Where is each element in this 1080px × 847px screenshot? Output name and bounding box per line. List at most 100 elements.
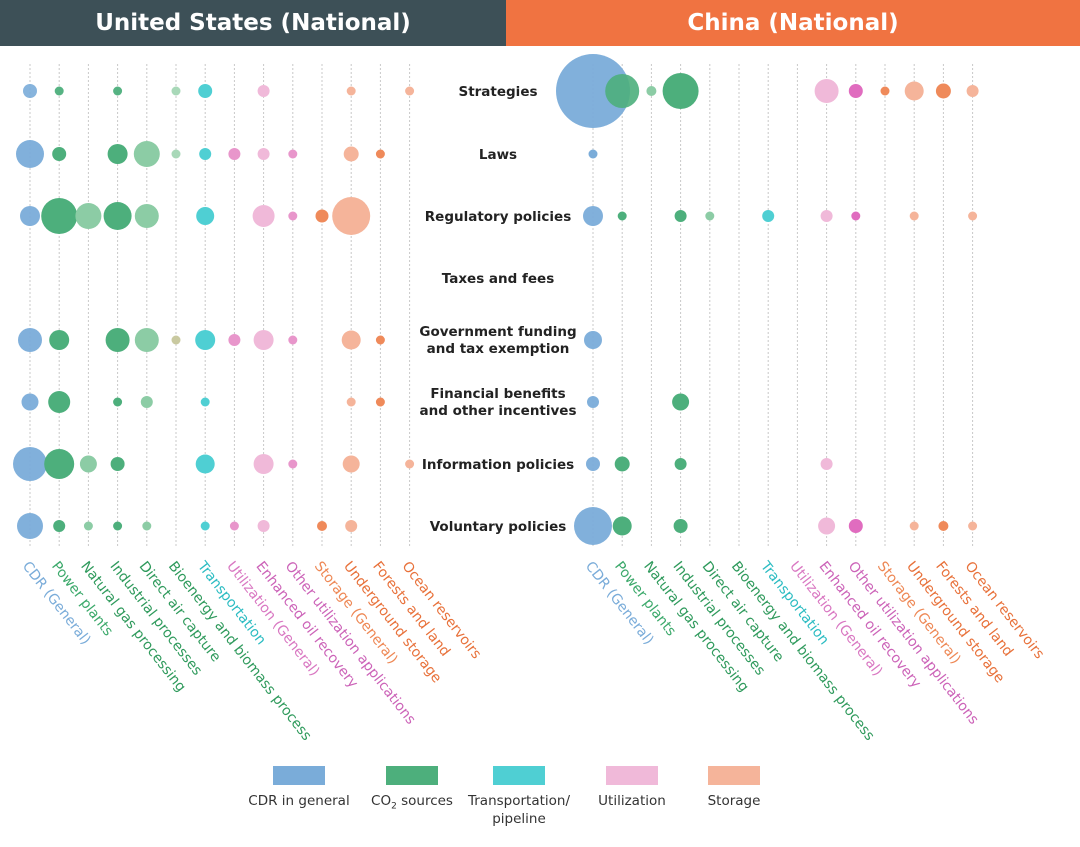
china-bubble [848,519,863,533]
china-bubble [612,516,632,536]
china-bubble [880,86,890,96]
us-bubble [345,520,358,532]
us-bubble [253,330,274,350]
us-bubble [83,521,93,531]
china-bubble [586,457,600,471]
row-label: Financial benefits and other incentives [419,386,576,419]
us-bubble [253,454,274,474]
us-bubble [375,397,385,407]
legend-label: Storage [707,793,761,809]
us-bubble [195,330,216,350]
china-bubble [646,86,657,96]
us-bubble [41,198,78,234]
row-label: Government funding and tax exemption [419,324,576,357]
legend-swatch [273,766,325,785]
us-bubble [343,146,359,162]
china-bubble [587,396,599,408]
row-label: Laws [479,147,517,163]
us-bubble [13,447,47,481]
us-bubble [113,397,123,407]
china-bubble [674,458,687,470]
us-bubble [107,144,128,164]
us-bubble [133,141,160,167]
legend-item-co2: CO2 sources [347,766,477,816]
china-bubble [904,81,924,101]
us-bubble [228,334,241,346]
us-bubble [16,140,44,168]
us-bubble [288,149,298,159]
china-bubble [583,206,603,226]
us-bubble [375,335,385,345]
us-bubble [375,149,385,159]
legend-label: Transportation/pipeline [467,793,571,827]
us-bubble [257,85,270,97]
us-bubble [346,86,356,96]
us-bubble [315,209,329,223]
us-bubble [257,520,270,532]
china-bubble [674,210,687,222]
china-bubble [584,331,602,349]
us-bubble [171,86,181,96]
us-bubble [140,396,153,408]
us-bubble [105,328,130,352]
us-bubble [110,457,125,471]
china-bubble [673,519,688,533]
us-bubble [288,211,298,221]
china-bubble [848,84,863,98]
china-bubble [705,211,715,221]
us-bubble [103,202,132,230]
us-bubble [342,455,360,473]
legend-item-transport: Transportation/pipeline [454,766,584,828]
row-label: Voluntary policies [430,519,567,535]
row-label: Information policies [422,457,574,473]
china-bubble [968,211,978,221]
legend-swatch [606,766,658,785]
china-bubble [662,73,699,109]
china-bubble [762,210,775,222]
us-bubble [198,84,213,98]
row-label: Taxes and fees [442,271,554,287]
china-bubble [820,458,833,470]
china-bubble [851,211,861,221]
legend-item-cdr: CDR in general [234,766,364,810]
us-bubble [134,328,159,352]
us-panel-header: United States (National) [0,0,506,46]
us-bubble [53,520,66,532]
legend: CDR in general CO2 sources Transportation/… [0,766,1080,836]
china-bubble [909,211,919,221]
china-panel-header: China (National) [506,0,1080,46]
us-bubble [195,454,215,474]
china-bubble [617,211,627,221]
us-bubble [52,147,67,161]
us-bubble [288,335,298,345]
legend-swatch [386,766,438,785]
us-bubble [228,148,241,160]
legend-label: CDR in general [248,793,350,809]
china-bubble [938,521,949,531]
us-bubble [79,455,97,473]
us-bubble [54,86,64,96]
us-bubble [199,148,212,160]
us-bubble [252,205,275,227]
us-bubble [200,397,210,407]
us-bubble [257,148,270,160]
us-bubble [332,197,371,235]
china-bubble [935,83,951,99]
us-bubble [200,521,210,531]
china-bubble [672,393,690,411]
us-bubble [288,459,298,469]
us-bubble [48,391,71,413]
china-bubble [968,521,978,531]
china-bubble [605,74,640,108]
us-bubble [405,86,415,96]
legend-item-util: Utilization [567,766,697,810]
us-bubble [49,330,70,350]
us-bubble [17,513,43,539]
us-bubble [346,397,356,407]
legend-swatch [708,766,760,785]
us-bubble [196,207,215,225]
china-bubble [966,85,979,97]
us-bubble [75,203,102,229]
us-bubble [18,328,42,352]
china-bubble [909,521,919,531]
